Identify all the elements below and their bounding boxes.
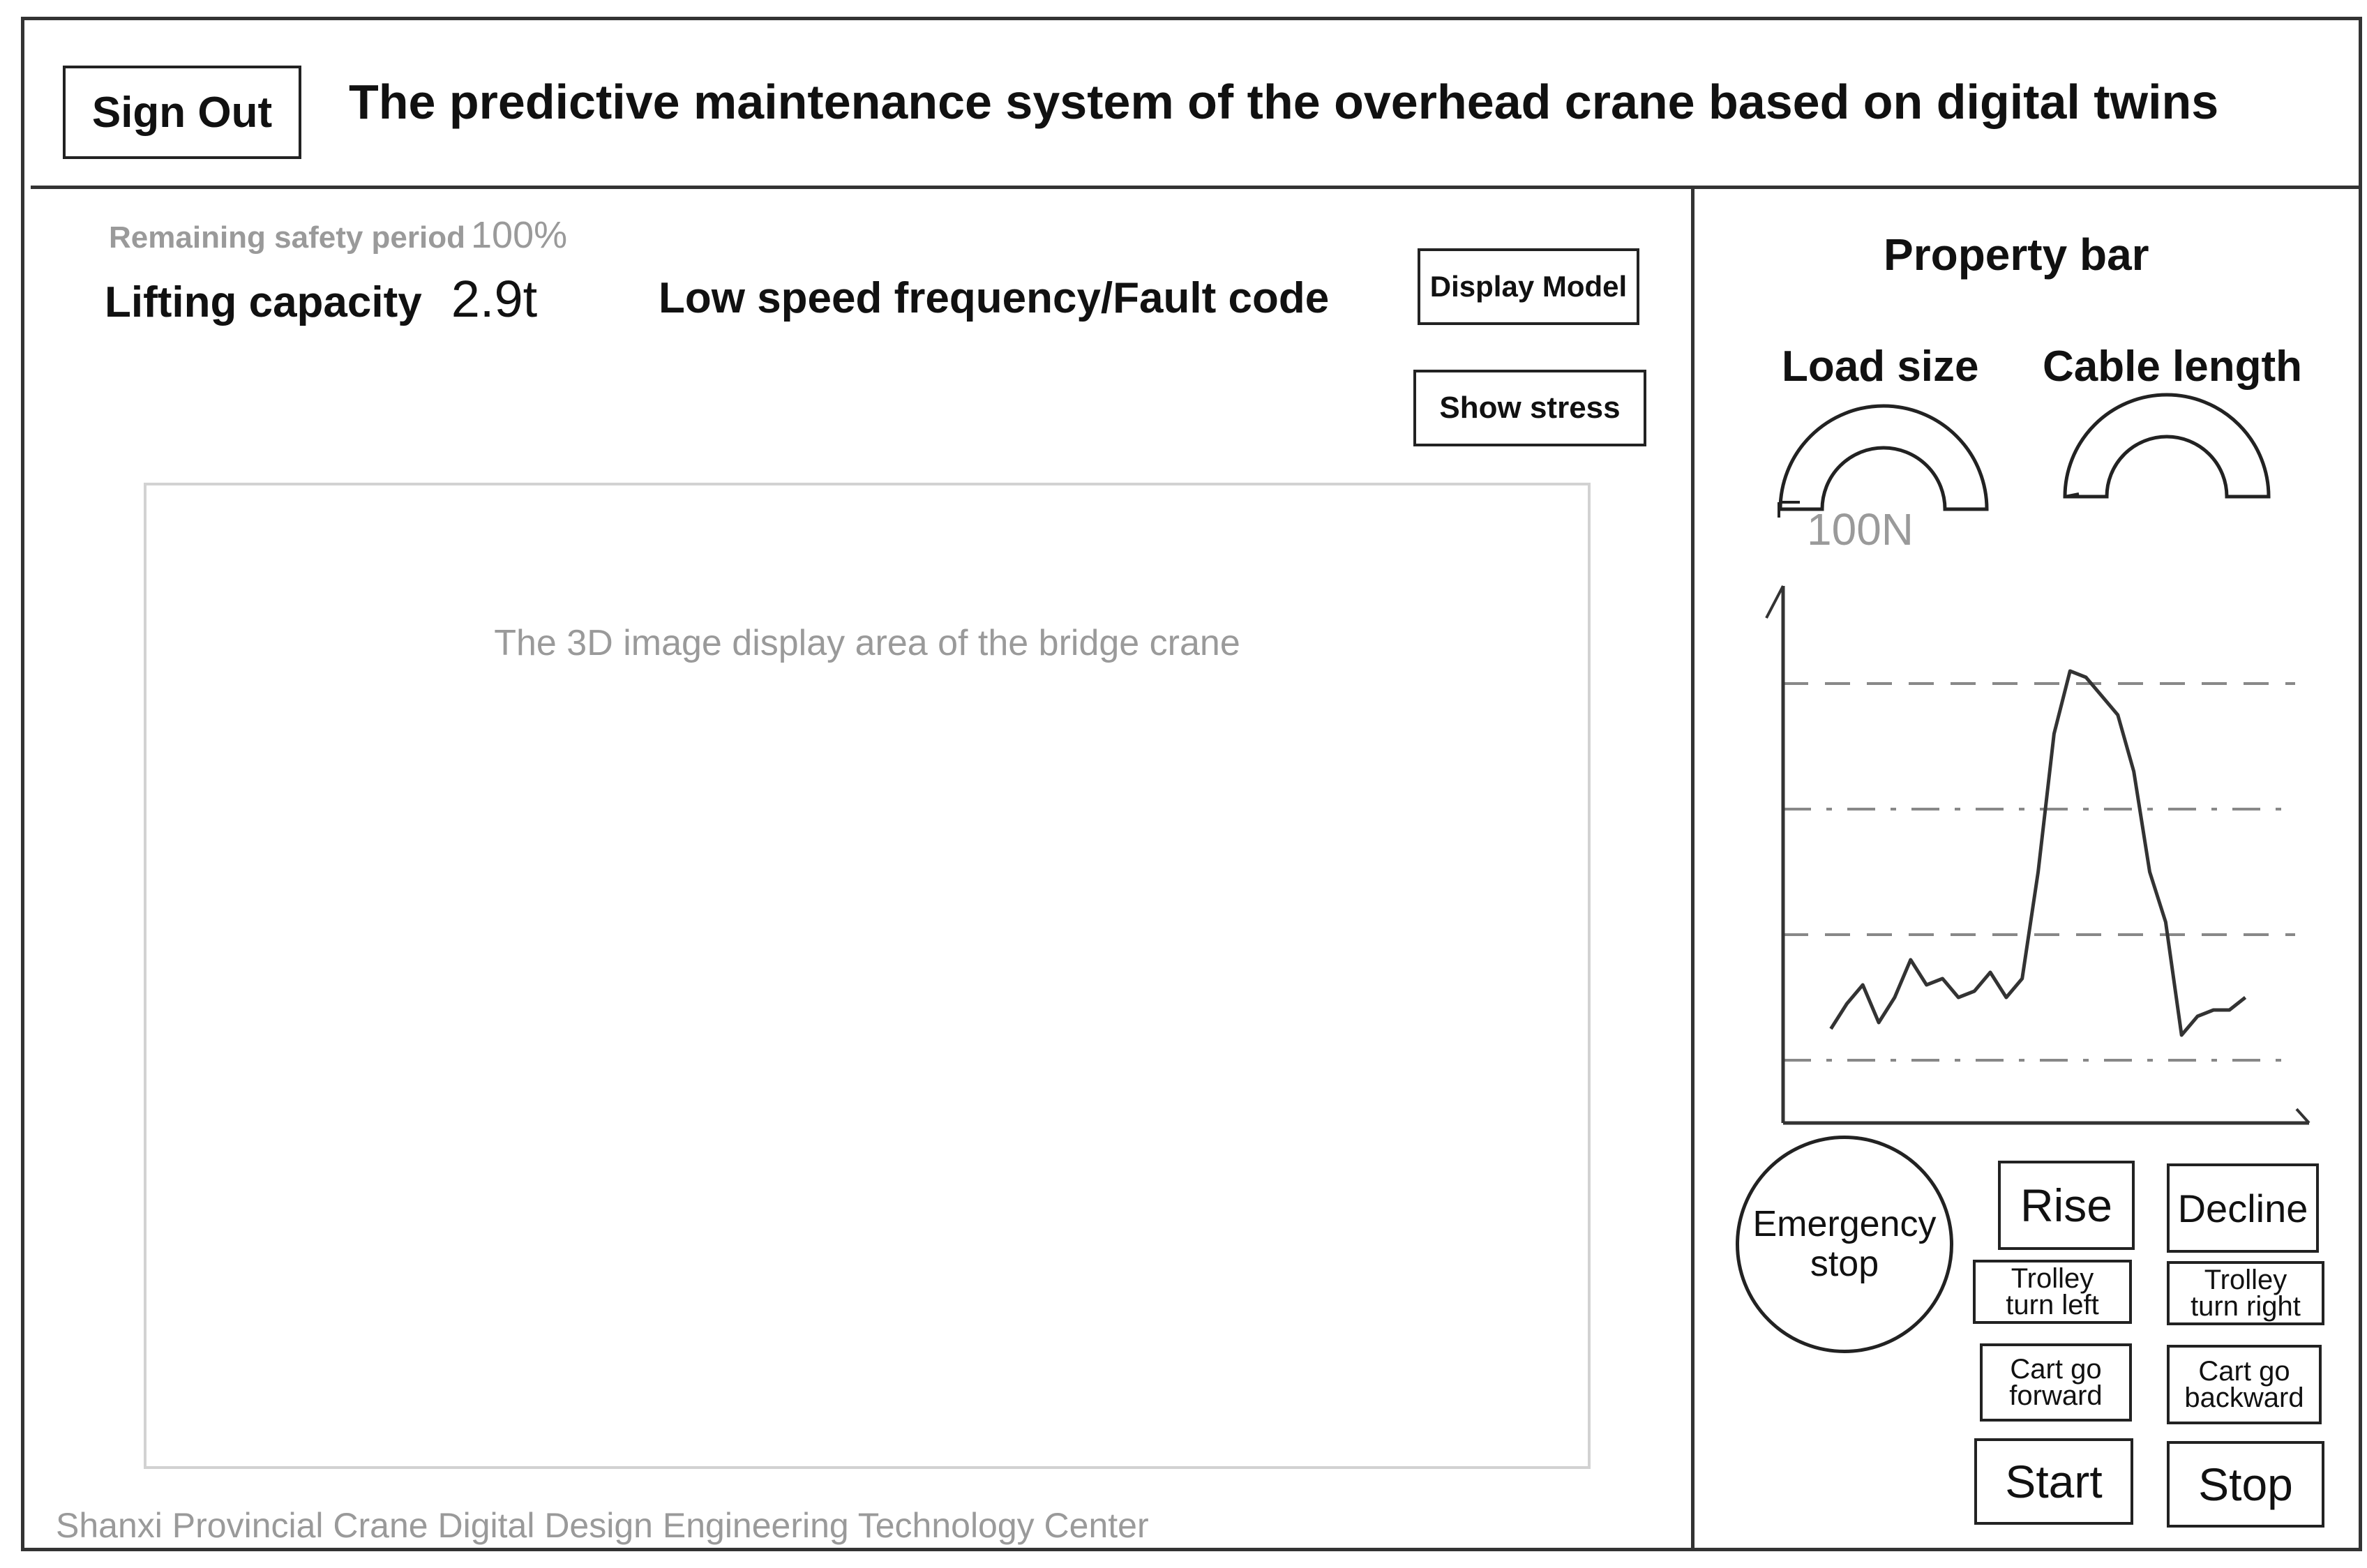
chart-y-axis-arrow	[1765, 585, 1784, 619]
stop-button[interactable]: Stop	[2167, 1441, 2324, 1528]
cable-length-gauge	[2063, 393, 2271, 499]
remaining-safety-period: Remaining safety period 100%	[109, 213, 567, 257]
property-bar-title: Property bar	[1884, 229, 2149, 280]
emergency-stop-button[interactable]: Emergency stop	[1736, 1136, 1953, 1353]
lifting-capacity-label: Lifting capacity	[105, 278, 422, 326]
display-area-label: The 3D image display area of the bridge …	[494, 623, 1240, 663]
remaining-safety-label: Remaining safety period	[109, 220, 466, 255]
emergency-stop-label: Emergency stop	[1752, 1203, 1937, 1284]
sign-out-button[interactable]: Sign Out	[63, 66, 301, 159]
app-frame	[21, 17, 2362, 1551]
rise-button[interactable]: Rise	[1998, 1161, 2135, 1250]
show-stress-button[interactable]: Show stress	[1413, 370, 1646, 446]
start-button[interactable]: Start	[1974, 1438, 2133, 1525]
panel-divider	[1691, 186, 1695, 1551]
cart-backward-button[interactable]: Cart go backward	[2167, 1345, 2322, 1424]
lifting-capacity: Lifting capacity 2.9t	[105, 269, 537, 329]
trolley-left-button[interactable]: Trolley turn left	[1973, 1260, 2132, 1324]
fault-code-label: Low speed frequency/Fault code	[659, 274, 1330, 322]
header-divider	[31, 186, 2361, 189]
footer-text: Shanxi Provincial Crane Digital Design E…	[56, 1506, 1149, 1545]
cart-forward-button[interactable]: Cart go forward	[1980, 1343, 2132, 1422]
chart-series-line	[1829, 669, 2247, 1037]
trolley-right-button[interactable]: Trolley turn right	[2167, 1261, 2324, 1325]
chart-x-axis-arrow	[2295, 1108, 2310, 1124]
display-model-button[interactable]: Display Model	[1418, 248, 1639, 325]
remaining-safety-value: 100%	[471, 214, 568, 256]
page-title: The predictive maintenance system of the…	[349, 75, 2219, 129]
3d-display-area[interactable]: The 3D image display area of the bridge …	[144, 483, 1591, 1469]
decline-button[interactable]: Decline	[2167, 1163, 2319, 1253]
cable-length-label: Cable length	[2043, 342, 2303, 391]
load-size-gauge	[1778, 404, 1989, 518]
load-size-value: 100N	[1807, 504, 1914, 555]
lifting-capacity-value: 2.9t	[451, 270, 538, 328]
load-size-label: Load size	[1782, 342, 1979, 391]
load-trend-chart	[1765, 585, 2310, 1125]
